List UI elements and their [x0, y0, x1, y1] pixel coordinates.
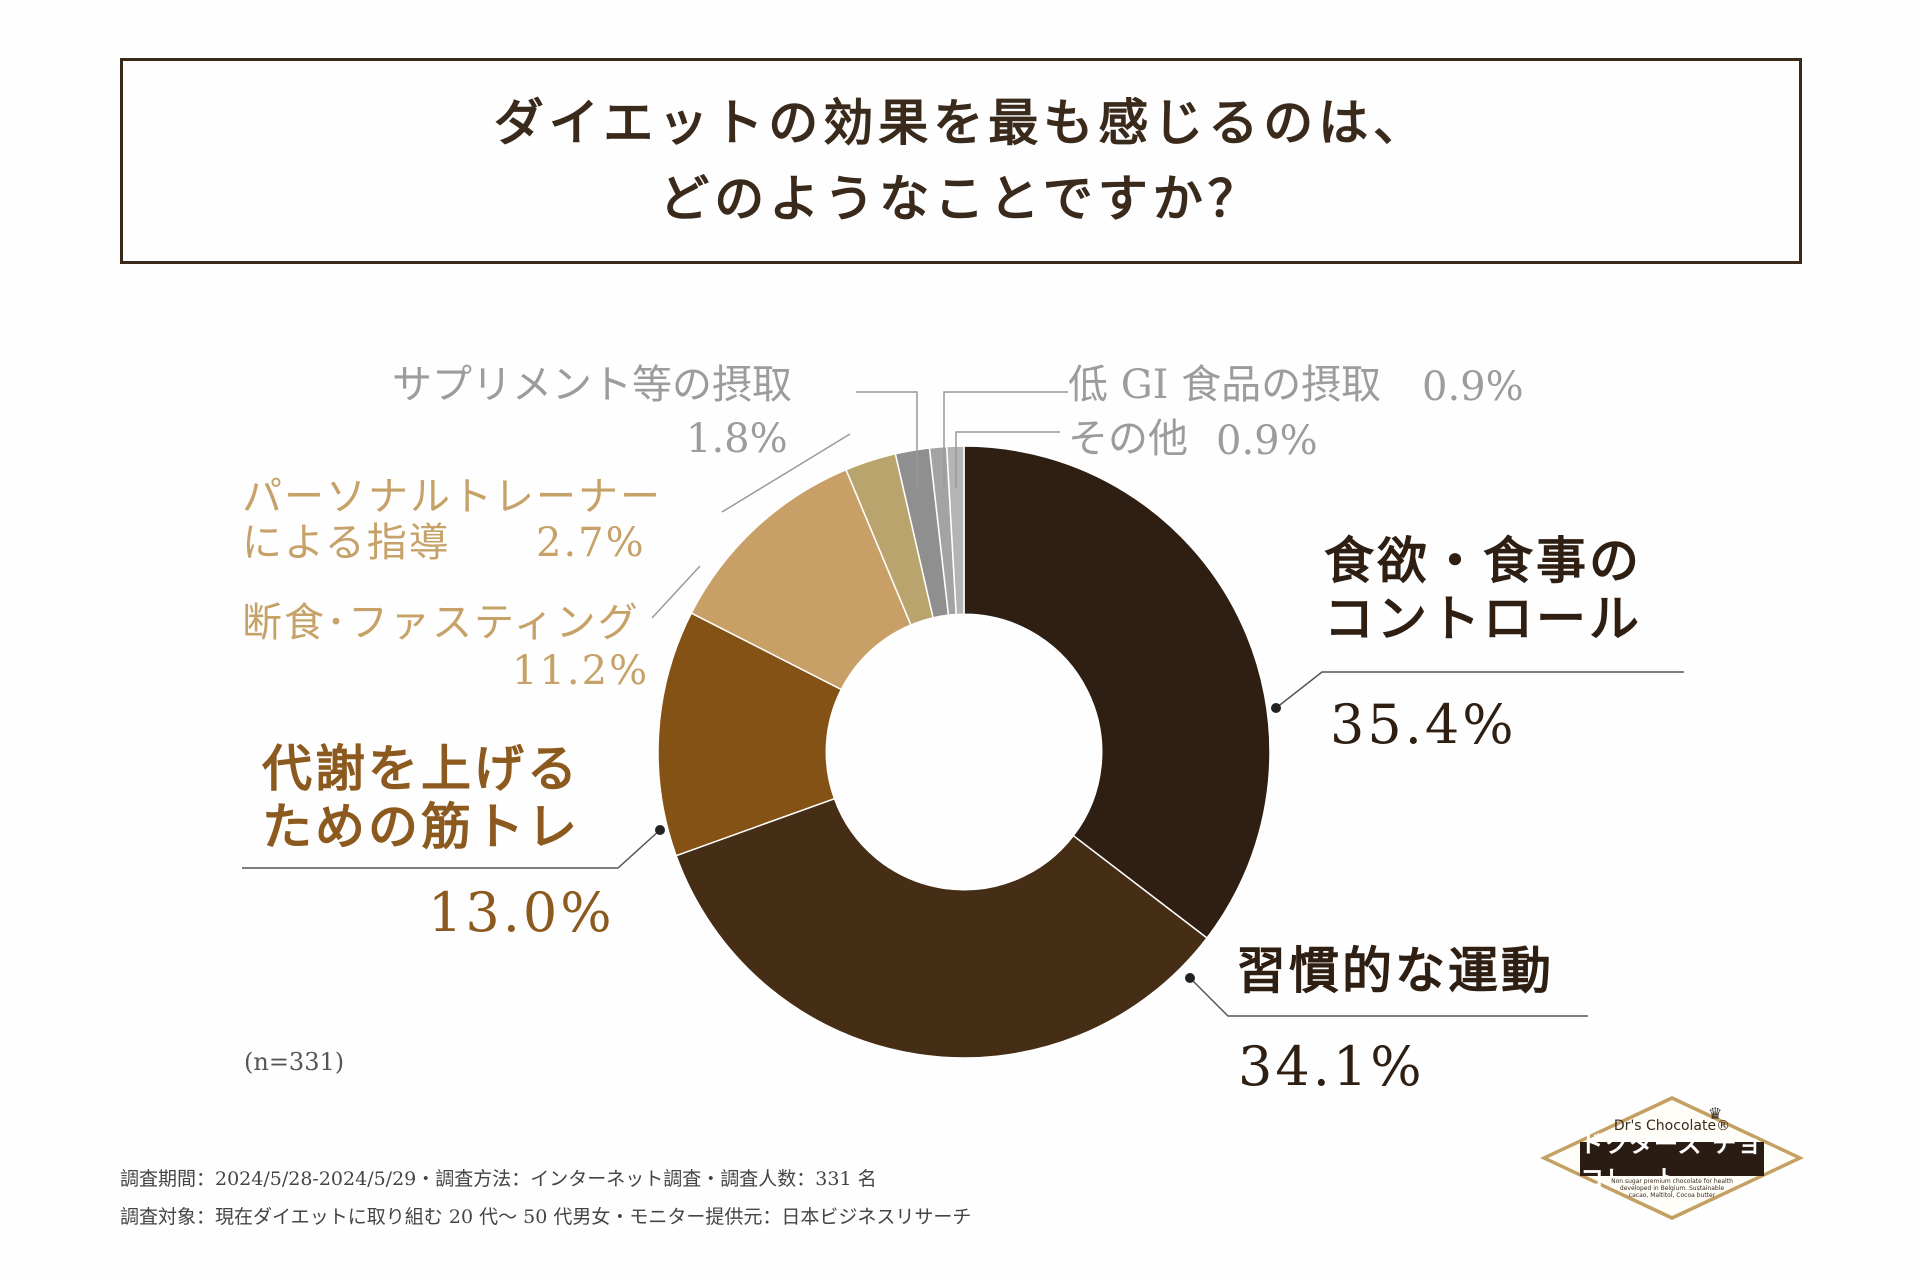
brand-logo: ♛ Dr's Chocolate® ドクターズ チョコレート Non sugar…	[1540, 1096, 1804, 1220]
label-lowgi-pct: 0.9%	[1422, 364, 1524, 410]
leader-fasting	[651, 565, 701, 619]
label-food-line1: 食欲・食事の	[1324, 531, 1642, 590]
label-fasting: 断食･ファスティング	[242, 600, 640, 646]
label-supplement-pct: 1.8%	[686, 416, 788, 462]
crown-icon: ♛	[1708, 1104, 1723, 1123]
leader-exercise	[1189, 977, 1588, 1017]
title-line-2: どのようなことですか？	[659, 169, 1263, 228]
leader-muscle	[242, 829, 661, 869]
slice-1	[675, 797, 1209, 1059]
footer-line-1: 調査期間：2024/5/28-2024/5/29・調査方法：インターネット調査・…	[120, 1168, 877, 1190]
logo-name: ドクターズ チョコレート	[1580, 1130, 1764, 1193]
label-food-line2: コントロール	[1324, 588, 1642, 648]
leader-dot-exercise	[1185, 973, 1195, 983]
label-fasting-pct: 11.2%	[512, 648, 650, 694]
leader-dot-food	[1271, 703, 1281, 713]
leader-food	[1275, 671, 1684, 709]
label-trainer-line1: パーソナルトレーナー	[242, 474, 662, 520]
label-exercise: 習慣的な運動	[1236, 941, 1554, 1000]
label-trainer-line2: による指導	[242, 520, 451, 566]
label-lowgi: 低 GI 食品の摂取	[1068, 362, 1382, 408]
title-box: ダイエットの効果を最も感じるのは、 どのようなことですか？	[120, 58, 1802, 264]
slice-0	[963, 445, 1271, 940]
leader-other	[955, 431, 1060, 488]
sample-size: (n=331)	[244, 1048, 345, 1076]
label-food: 食欲・食事の コントロール	[1324, 532, 1642, 647]
label-trainer-pct: 2.7%	[536, 520, 646, 566]
footer-line-2: 調査対象：現在ダイエットに取り組む 20 代〜 50 代男女・モニター提供元：日…	[120, 1206, 972, 1228]
slice-7	[945, 445, 965, 616]
title-line-1: ダイエットの効果を最も感じるのは、	[493, 93, 1429, 152]
label-muscle-line1: 代謝を上げる	[262, 739, 580, 798]
slice-3	[690, 468, 912, 691]
leader-lowgi	[943, 391, 1068, 488]
logo-brand: Dr's Chocolate®	[1613, 1118, 1731, 1134]
label-supplement: サプリメント等の摂取	[392, 362, 792, 408]
label-muscle: 代謝を上げる ための筋トレ	[262, 740, 580, 855]
leader-dot-muscle	[655, 825, 665, 835]
slice-2	[657, 612, 843, 857]
label-other: その他	[1068, 416, 1188, 462]
logo-desc: Non sugar premium chocolate for health d…	[1611, 1178, 1733, 1199]
label-exercise-pct: 34.1%	[1238, 1035, 1425, 1098]
label-muscle-line2: ための筋トレ	[262, 796, 580, 856]
leader-supplement	[856, 391, 918, 488]
label-trainer: パーソナルトレーナー による指導	[242, 474, 662, 566]
label-muscle-pct: 13.0%	[428, 881, 615, 944]
label-other-pct: 0.9%	[1216, 418, 1318, 464]
label-food-pct: 35.4%	[1330, 693, 1517, 756]
leader-trainer	[721, 433, 851, 513]
